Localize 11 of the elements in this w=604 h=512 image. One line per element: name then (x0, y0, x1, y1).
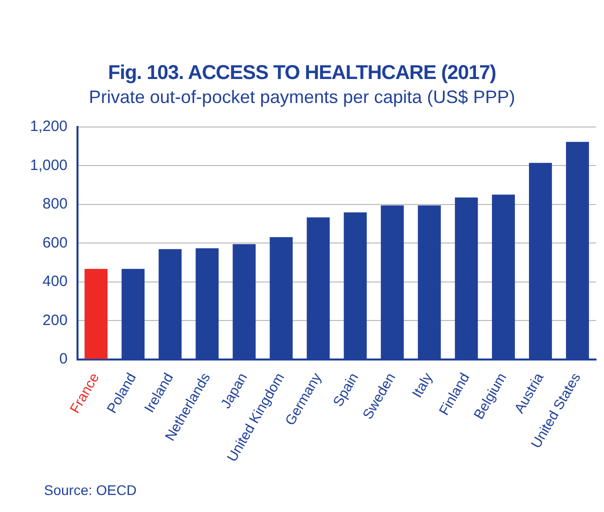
y-tick-label: 0 (59, 350, 68, 368)
bar (84, 268, 108, 359)
chart-subtitle: Private out-of-pocket payments per capita (US$ PPP) (88, 87, 516, 108)
y-tick-label: 200 (42, 312, 68, 329)
chart-title: Fig. 103. ACCESS TO HEALTHCARE (2017) (107, 62, 497, 85)
y-tick-label: 600 (42, 234, 68, 252)
source-note: Source: OECD (44, 482, 137, 498)
y-tick-label: 1,000 (30, 156, 68, 174)
y-tick-label: 800 (42, 196, 68, 213)
y-tick-label: 1,200 (30, 118, 68, 136)
y-tick-label: 400 (42, 273, 68, 290)
